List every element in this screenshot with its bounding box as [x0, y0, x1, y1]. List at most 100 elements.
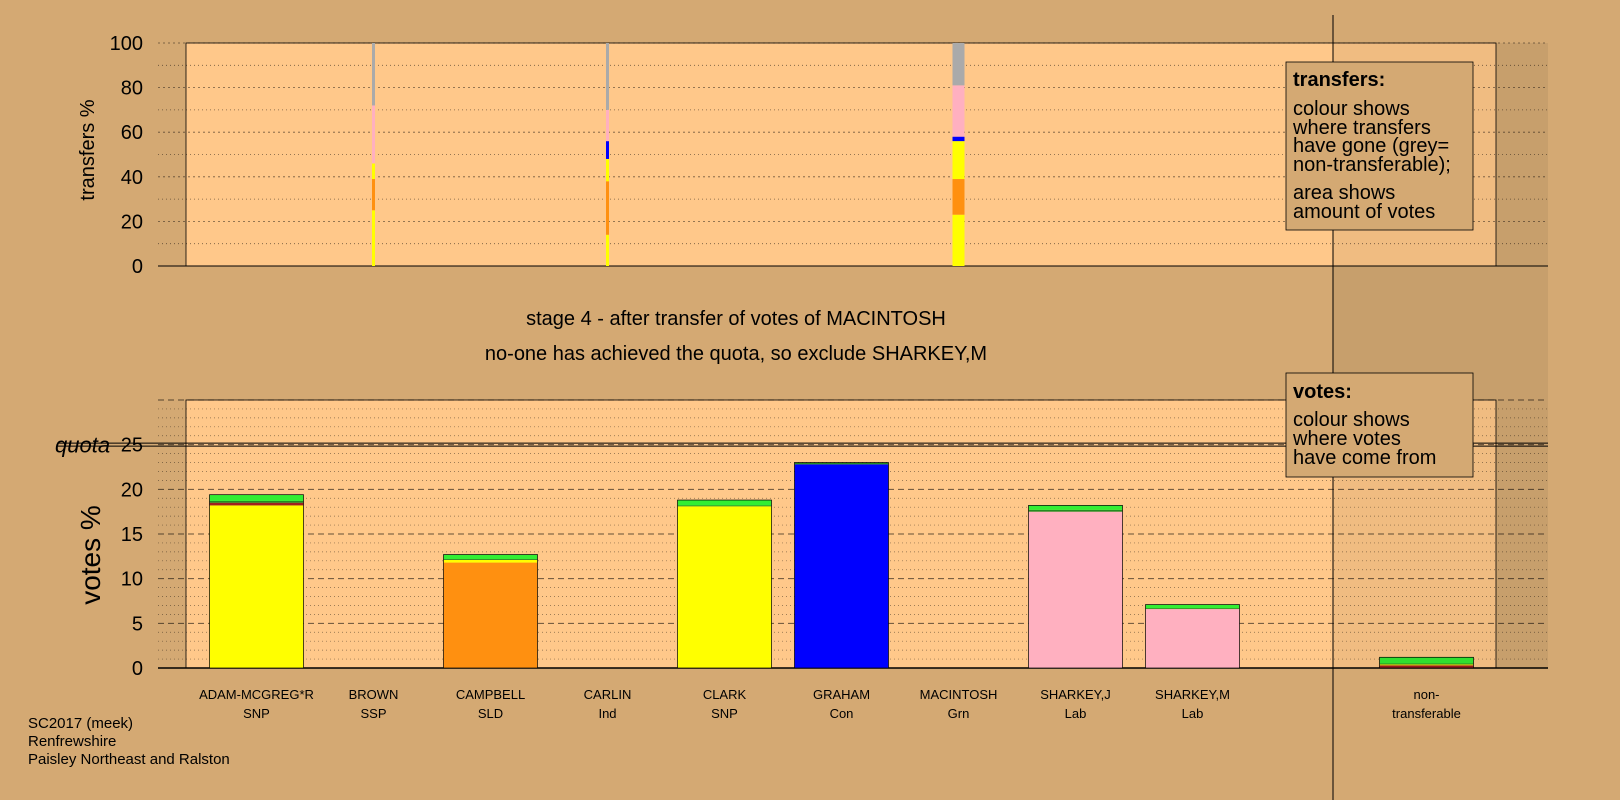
votes-y-ticks: 0 5 10 15 20 25	[121, 435, 143, 680]
transfers-panel: 0 20 40 60 80 100 transfers %	[77, 33, 1548, 278]
vote-segment	[677, 506, 772, 668]
vote-bar-outline	[677, 499, 772, 669]
vote-segment	[209, 502, 304, 506]
candidate-name: CAMPBELL	[456, 687, 525, 702]
candidate-name: MACINTOSH	[920, 687, 998, 702]
transfer-segment	[606, 141, 609, 159]
transfers-bars	[372, 43, 965, 266]
candidate-name: non-	[1413, 687, 1439, 702]
transfers-tick-label: 100	[110, 33, 143, 55]
candidate-party: Lab	[1065, 706, 1087, 721]
vote-bar-outline	[794, 462, 889, 669]
transfers-tick-label: 0	[132, 256, 143, 278]
candidate-name: CLARK	[703, 687, 747, 702]
transfers-tick-label: 20	[121, 211, 143, 233]
transfer-segment	[952, 214, 965, 266]
candidate-party: Con	[830, 706, 854, 721]
votes-legend-title: votes:	[1293, 381, 1352, 403]
vote-segment	[1379, 664, 1474, 666]
transfer-segment	[952, 179, 965, 215]
vote-bar-outline	[1379, 656, 1474, 669]
transfers-y-axis-label: transfers %	[77, 99, 99, 200]
votes-legend-line: where votes	[1292, 428, 1401, 450]
candidate-party: SNP	[711, 706, 738, 721]
transfer-segment	[606, 158, 609, 182]
vote-segment	[1145, 608, 1240, 610]
candidate-name: CARLIN	[584, 687, 632, 702]
transfers-legend-line: area shows	[1293, 182, 1395, 204]
candidate-labels: ADAM-MCGREG*R SNP BROWN SSP CAMPBELL SLD CARLI…	[199, 687, 1461, 721]
votes-legend: votes: colour shows where votes have com…	[1285, 372, 1474, 478]
candidate-party: SNP	[243, 706, 270, 721]
transfers-y-ticks: 0 20 40 60 80 100	[110, 33, 143, 278]
vote-segment	[794, 462, 889, 465]
transfers-legend-line: have gone (grey=	[1293, 135, 1449, 157]
votes-tick-label: 5	[132, 613, 143, 635]
votes-tick-label: 25	[121, 435, 143, 457]
transfer-segment	[952, 85, 965, 137]
votes-legend-line: colour shows	[1293, 409, 1410, 431]
candidate-party: Ind	[598, 706, 616, 721]
candidate-name: BROWN	[349, 687, 399, 702]
vote-segment	[677, 505, 772, 507]
vote-bar-outline	[209, 494, 304, 669]
candidate-party: Lab	[1182, 706, 1204, 721]
votes-legend-line: have come from	[1293, 447, 1436, 469]
footer-council: Renfrewshire	[28, 733, 116, 750]
transfers-legend-line: where transfers	[1292, 117, 1431, 139]
votes-tick-label: 20	[121, 479, 143, 501]
candidate-party: SSP	[360, 706, 386, 721]
vote-segment	[1379, 665, 1474, 668]
vote-segment	[1145, 604, 1240, 609]
vote-segment	[209, 505, 304, 668]
candidate-name: ADAM-MCGREG*R	[199, 687, 314, 702]
transfer-segment	[952, 136, 965, 142]
transfers-legend-box	[1285, 61, 1474, 231]
transfer-segment	[372, 43, 375, 106]
vote-segment	[209, 500, 304, 503]
candidate-party: Grn	[948, 706, 970, 721]
votes-legend-box	[1285, 372, 1474, 478]
transfers-legend-title: transfers:	[1293, 69, 1385, 91]
candidate-name: GRAHAM	[813, 687, 870, 702]
transfers-gridlines	[158, 42, 1548, 267]
vote-segment	[1379, 663, 1474, 665]
votes-y-axis-label: votes %	[75, 505, 106, 605]
transfer-segment	[952, 141, 965, 180]
transfers-legend-line: non-transferable);	[1293, 154, 1451, 176]
transfers-legend-line: colour shows	[1293, 98, 1410, 120]
transfer-segment	[372, 163, 375, 180]
vote-segment	[443, 559, 538, 563]
votes-bars	[209, 462, 1474, 669]
vote-segment	[443, 559, 538, 560]
vote-bar-outline	[1145, 604, 1240, 669]
stage-caption: stage 4 - after transfer of votes of MAC…	[526, 308, 946, 330]
candidate-party: transferable	[1392, 706, 1461, 721]
transfers-tick-label: 40	[121, 167, 143, 189]
vote-segment	[1379, 657, 1474, 664]
transfers-legend-line: amount of votes	[1293, 201, 1435, 223]
vote-segment	[677, 500, 772, 506]
transfers-plot-area	[185, 42, 1497, 267]
transfer-segment	[606, 109, 609, 142]
vote-segment	[1145, 609, 1240, 668]
candidate-name: SHARKEY,M	[1155, 687, 1230, 702]
transfers-tick-label: 60	[121, 122, 143, 144]
vote-segment	[209, 494, 304, 501]
transfer-segment	[606, 181, 609, 235]
vote-segment	[1028, 509, 1123, 512]
footer-ward: Paisley Northeast and Ralston	[28, 751, 230, 768]
transfer-segment	[372, 105, 375, 164]
vote-segment	[443, 554, 538, 560]
footer-election: SC2017 (meek)	[28, 715, 133, 732]
votes-tick-label: 0	[132, 658, 143, 680]
transfer-segment	[372, 210, 375, 266]
quota-label: quota	[55, 433, 110, 458]
vote-segment	[794, 464, 889, 668]
candidate-name: SHARKEY,J	[1040, 687, 1111, 702]
vote-bar-outline	[1028, 505, 1123, 669]
votes-panel: 0 5 10 15 20 25 ADAM-MCGREG*R SNP BROWN SSP CAMPB…	[55, 399, 1548, 721]
exclusion-caption: no-one has achieved the quota, so exclud…	[485, 343, 987, 365]
votes-tick-label: 10	[121, 569, 143, 591]
